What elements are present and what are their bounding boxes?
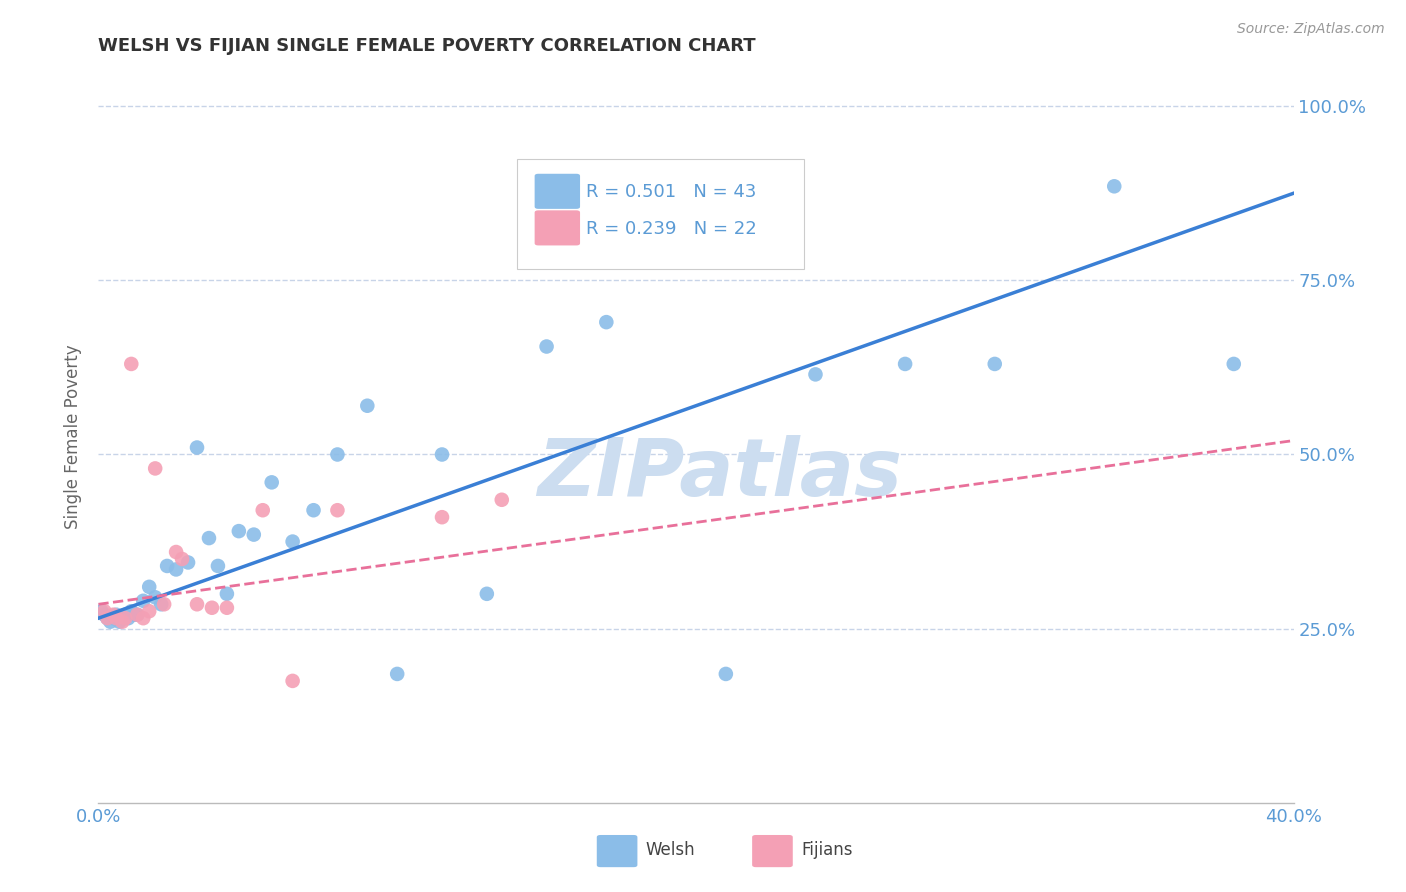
Point: [120, 604, 142, 618]
Point: [198, 531, 221, 545]
Point: [207, 558, 229, 573]
Point: [385, 667, 409, 681]
Point: [156, 558, 179, 573]
Point: [105, 611, 128, 625]
Point: [984, 357, 1007, 371]
Point: [132, 611, 155, 625]
Point: [1223, 357, 1246, 371]
Point: [117, 611, 139, 625]
Point: [714, 667, 737, 681]
Point: [138, 604, 160, 618]
Point: [177, 556, 200, 570]
Point: [96, 611, 118, 625]
Point: [475, 587, 498, 601]
Point: [252, 503, 274, 517]
Point: [96, 611, 118, 625]
Point: [114, 607, 136, 622]
Point: [215, 600, 238, 615]
Point: [172, 552, 194, 566]
Point: [243, 527, 266, 541]
Point: [281, 673, 304, 688]
Point: [138, 580, 160, 594]
Point: [93, 607, 115, 622]
Text: R = 0.239   N = 22: R = 0.239 N = 22: [586, 219, 756, 237]
Point: [143, 461, 166, 475]
Point: [430, 510, 453, 524]
Point: [108, 615, 131, 629]
Point: [1104, 179, 1126, 194]
Point: [124, 607, 146, 622]
Point: [111, 615, 134, 629]
Point: [103, 607, 125, 622]
Point: [120, 357, 142, 371]
Point: [430, 448, 453, 462]
Point: [804, 368, 827, 382]
Point: [186, 597, 208, 611]
Point: [356, 399, 378, 413]
Point: [127, 607, 149, 622]
Point: [165, 545, 187, 559]
FancyBboxPatch shape: [534, 174, 581, 209]
Point: [894, 357, 917, 371]
Point: [595, 315, 617, 329]
Point: [201, 600, 224, 615]
Text: Fijians: Fijians: [801, 841, 852, 859]
Point: [326, 503, 349, 517]
Point: [302, 503, 325, 517]
Point: [114, 611, 136, 625]
Point: [93, 604, 115, 618]
FancyBboxPatch shape: [596, 835, 637, 867]
Point: [98, 615, 122, 629]
Text: R = 0.501   N = 43: R = 0.501 N = 43: [586, 183, 756, 201]
Point: [132, 594, 155, 608]
Point: [215, 587, 238, 601]
Point: [111, 611, 134, 625]
FancyBboxPatch shape: [752, 835, 793, 867]
Point: [90, 604, 112, 618]
Point: [127, 607, 149, 622]
Point: [153, 597, 176, 611]
Point: [150, 597, 173, 611]
Point: [536, 339, 558, 353]
Text: Welsh: Welsh: [645, 841, 696, 859]
Point: [491, 492, 513, 507]
Point: [228, 524, 250, 538]
Y-axis label: Single Female Poverty: Single Female Poverty: [65, 345, 83, 529]
Point: [143, 591, 166, 605]
Point: [186, 441, 208, 455]
Text: Source: ZipAtlas.com: Source: ZipAtlas.com: [1237, 22, 1385, 37]
Point: [103, 611, 125, 625]
Point: [165, 562, 187, 576]
Point: [326, 448, 349, 462]
Point: [260, 475, 283, 490]
Point: [105, 607, 128, 622]
Point: [655, 252, 678, 267]
Text: ZIPatlas: ZIPatlas: [537, 434, 903, 513]
FancyBboxPatch shape: [534, 211, 581, 245]
Text: WELSH VS FIJIAN SINGLE FEMALE POVERTY CORRELATION CHART: WELSH VS FIJIAN SINGLE FEMALE POVERTY CO…: [98, 37, 756, 54]
FancyBboxPatch shape: [517, 159, 804, 268]
Point: [281, 534, 304, 549]
